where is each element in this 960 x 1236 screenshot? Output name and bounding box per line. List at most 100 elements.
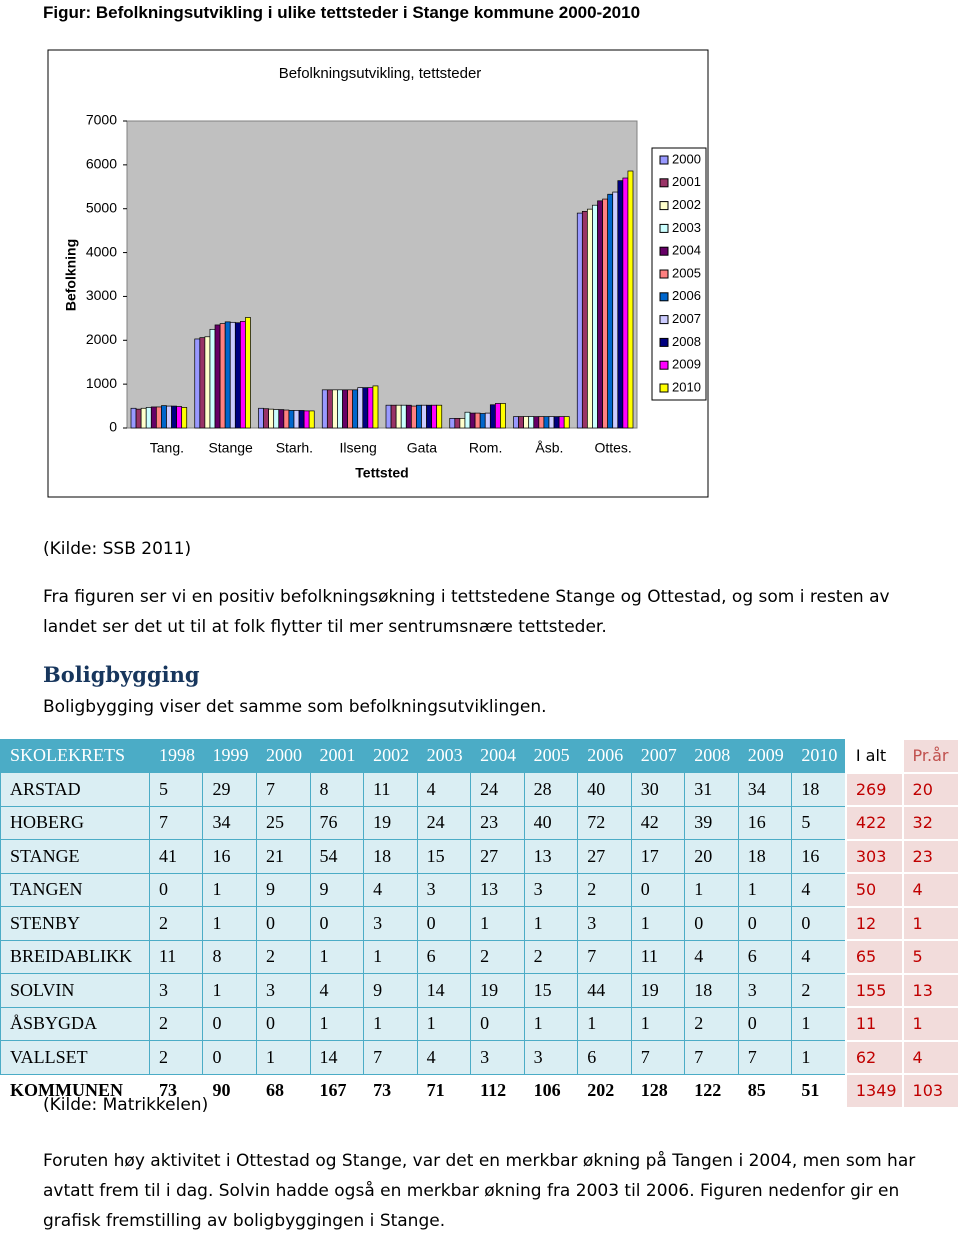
table-cell: 2 [470, 939, 525, 974]
table-cell: 0 [256, 906, 311, 941]
table-cell: 3 [470, 1040, 525, 1075]
x-tick-label: Gata [407, 440, 438, 456]
bar [612, 191, 619, 429]
legend-swatch [659, 315, 669, 325]
y-tick-label: 5000 [86, 199, 117, 215]
table-cell: 50 [844, 872, 904, 908]
table-cell: 19 [630, 973, 686, 1008]
x-tick-label: Rom. [469, 440, 502, 456]
table-cell: 7 [737, 1040, 793, 1075]
bar [602, 198, 609, 429]
table-cell: 7 [148, 805, 204, 840]
table-cell: 1 [202, 973, 257, 1008]
table-cell: HOBERG [0, 805, 150, 840]
source-note: (Kilde: Matrikkelen) [43, 1095, 209, 1115]
table-cell: 1 [684, 872, 739, 907]
legend-swatch [659, 292, 669, 302]
bar [431, 404, 438, 429]
table-cell: 24 [416, 805, 472, 840]
x-axis-title: Tettsted [355, 465, 408, 481]
x-tick-label: Tang. [150, 440, 184, 456]
y-tick-label: 6000 [86, 156, 117, 172]
table-cell: 90 [202, 1073, 257, 1108]
table-cell: 15 [523, 973, 579, 1008]
table-cell: 2 [148, 1040, 204, 1075]
bar [581, 210, 588, 429]
bar [298, 410, 305, 429]
legend-label: 2001 [672, 174, 701, 189]
legend-swatch [659, 337, 669, 347]
legend-label: 2006 [672, 288, 701, 303]
table-cell: ÅSBYGDA [0, 1006, 150, 1041]
table-cell: 71 [416, 1073, 472, 1108]
table-cell: 1 [363, 1006, 418, 1041]
x-tick-label: Stange [208, 440, 253, 456]
table-cell: 39 [684, 805, 739, 840]
table-cell: 65 [844, 939, 904, 975]
table-cell: 85 [737, 1073, 793, 1108]
bar [219, 323, 226, 429]
bar [543, 416, 550, 429]
table-cell: 3 [256, 973, 311, 1008]
table-cell: 16 [791, 839, 847, 874]
table-cell: 73 [148, 1073, 204, 1108]
legend-label: 2009 [672, 357, 701, 372]
table-cell: 1 [577, 1006, 632, 1041]
table-cell: 0 [630, 872, 686, 907]
bar [513, 416, 519, 429]
bar [495, 403, 501, 429]
table-cell: 14 [309, 1040, 365, 1075]
table-cell: 19 [470, 973, 525, 1008]
bar [268, 408, 275, 429]
bar [357, 387, 364, 429]
table-cell: 3 [416, 872, 472, 907]
legend-label: 2010 [672, 379, 701, 394]
bar [140, 407, 147, 429]
bar [258, 407, 264, 429]
paragraph: Foruten høy aktivitet i Ottestad og Stan… [43, 1151, 916, 1231]
table-cell: 1 [901, 1006, 960, 1042]
y-tick-label: 7000 [86, 112, 117, 128]
table-cell: 4 [416, 772, 472, 807]
table-cell: 3 [577, 906, 632, 941]
table-cell: 0 [202, 1040, 257, 1075]
table-cell: 40 [523, 805, 579, 840]
table-cell: 1 [309, 1006, 365, 1041]
bar [454, 418, 461, 429]
table-cell: I alt [844, 738, 904, 774]
table-cell: 7 [630, 1040, 686, 1075]
table-cell: 0 [791, 906, 847, 941]
table-cell: 24 [470, 772, 525, 807]
bar [293, 410, 300, 429]
table-cell: 2004 [470, 738, 525, 773]
legend-label: 2008 [672, 334, 701, 349]
table-cell: 17 [630, 839, 686, 874]
table-cell: 2 [791, 973, 847, 1008]
bar [576, 212, 583, 429]
table-cell: 2002 [363, 738, 418, 773]
table-cell: 0 [256, 1006, 311, 1041]
table-cell: 2010 [791, 738, 847, 773]
table-cell: 122 [684, 1073, 739, 1108]
bar [321, 389, 328, 429]
table-cell: SKOLEKRETS [0, 738, 150, 773]
table-cell: 1 [202, 872, 257, 907]
table-cell: 3 [523, 1040, 579, 1075]
bar [181, 407, 188, 429]
heading: Figur: Befolkningsutvikling i ulike tett… [43, 3, 641, 22]
table-cell: 68 [256, 1073, 311, 1108]
table-cell: 1 [791, 1040, 847, 1075]
legend-box [651, 147, 707, 401]
table-cell: VALLSET [0, 1040, 150, 1075]
table-cell: 1 [737, 872, 793, 907]
chart-title: Befolkningsutvikling, tettsteder [279, 65, 482, 82]
legend-label: 2002 [672, 197, 701, 212]
table-cell: 2007 [630, 738, 686, 773]
table-cell: 8 [309, 772, 365, 807]
paragraph: Fra figuren ser vi en positiv befolkning… [43, 587, 890, 637]
table-cell: 106 [523, 1073, 579, 1108]
table-row: ARSTAD 5 29 7 8 11 4 24 28 40 30 31 34 18 269 20 [0, 771, 960, 807]
table-cell: 18 [684, 973, 739, 1008]
table-cell: 20 [684, 839, 739, 874]
table-cell: 9 [309, 872, 365, 907]
